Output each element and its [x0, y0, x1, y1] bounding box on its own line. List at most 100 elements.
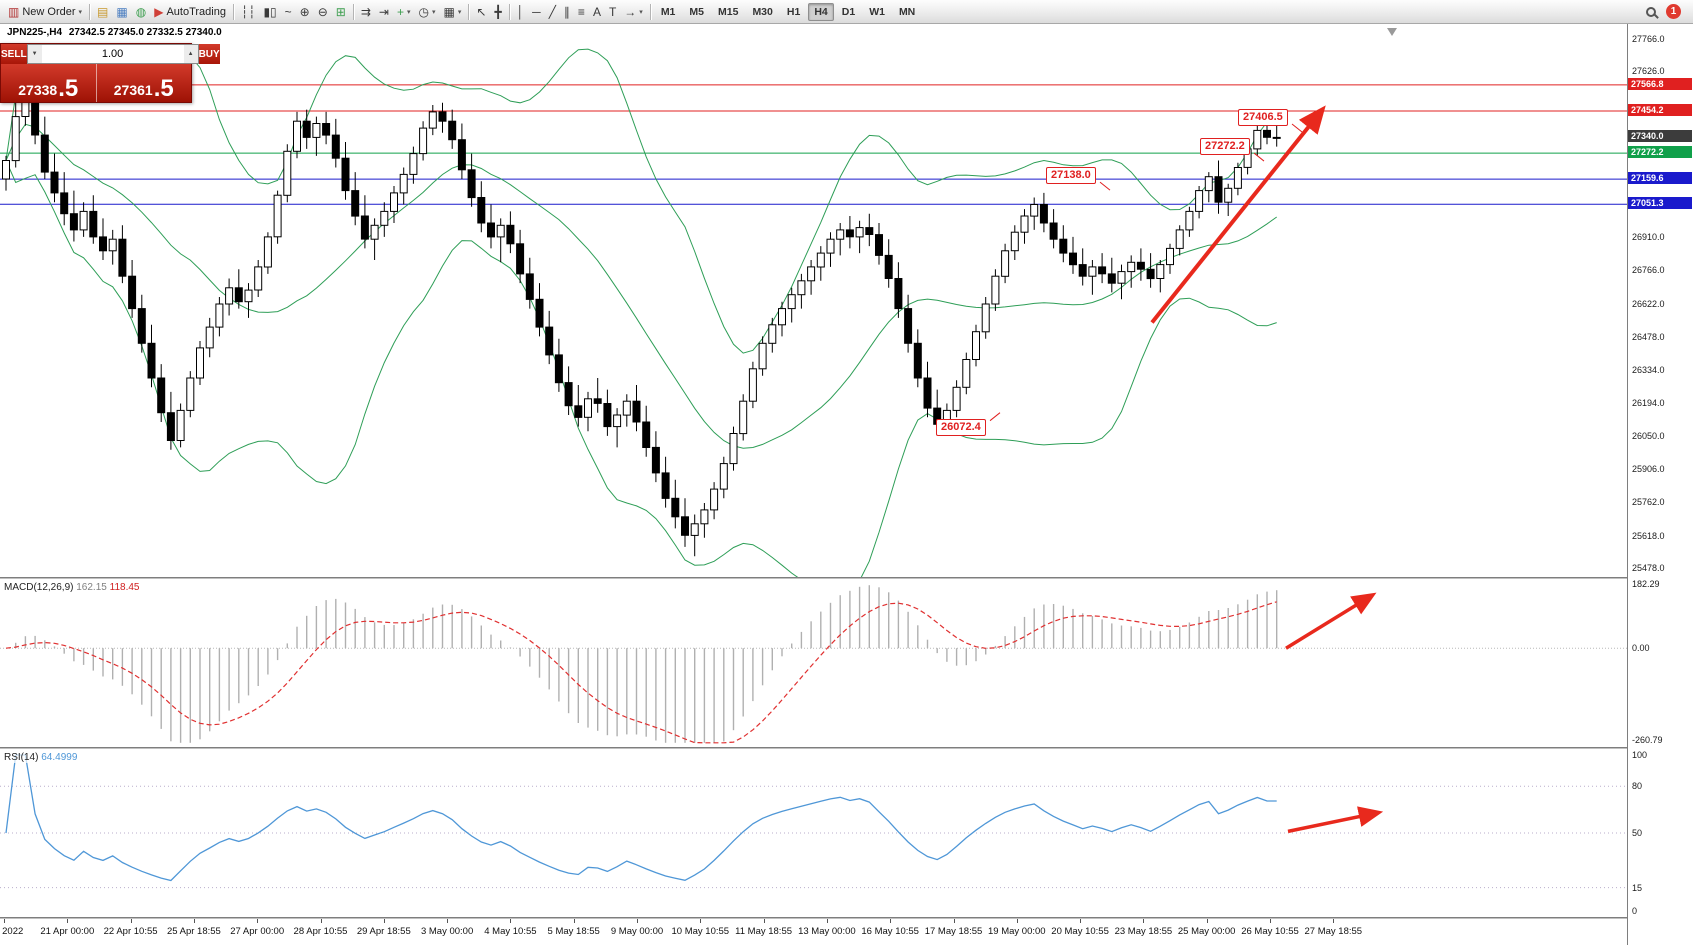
candlestick-chart-canvas[interactable] [0, 24, 1627, 577]
fibonacci-retracement-icon[interactable]: ≡ [574, 4, 589, 20]
volume-increase-button[interactable]: ▲ [183, 45, 198, 63]
time-axis-tick [447, 919, 449, 923]
macd-trend-arrow[interactable] [1285, 592, 1377, 650]
cursor-icon[interactable]: ↖ [472, 4, 490, 20]
text-icon[interactable]: A [589, 4, 605, 20]
timeframe-h4-button[interactable]: H4 [808, 2, 834, 21]
equidistant-channel-icon[interactable]: ∥ [560, 4, 574, 20]
horizontal-line-icon[interactable]: ─ [528, 4, 545, 20]
bar-chart-mode-icon[interactable]: ┆┆ [237, 4, 259, 20]
price-annotation[interactable]: 27138.0 [1046, 167, 1096, 185]
trendline-icon[interactable]: ╱ [545, 4, 560, 20]
bollinger-bands [5, 48, 1278, 577]
periods-icon[interactable]: ◷ ▾ [415, 4, 440, 20]
timeframe-m15-button[interactable]: M15 [718, 5, 739, 18]
price-axis-main[interactable]: 27766.0 27626.0 26910.0 26766.0 26622.0 26478… [1628, 24, 1693, 577]
notification-badge[interactable]: 1 [1666, 4, 1681, 19]
price-annotation[interactable]: 27406.5 [1238, 108, 1288, 126]
new-order-button[interactable]: ▥ New Order ▾ [4, 4, 86, 20]
rsi-chart-canvas[interactable] [0, 749, 1627, 917]
toolbar-separator [232, 3, 234, 20]
indicators-icon[interactable]: + ▾ [393, 4, 415, 20]
indicators-icon: + [396, 4, 404, 19]
line-chart-mode-icon[interactable]: ~ [281, 4, 296, 20]
macd-indicator-panel[interactable]: MACD(12,26,9) 162.15 118.45 [0, 579, 1627, 747]
symbol-timeframe: JPN225-,H4 [7, 27, 63, 38]
macd-name: MACD(12,26,9) [4, 582, 74, 593]
volume-stepper: ▼ ▲ [26, 44, 199, 64]
price-axis-rsi[interactable]: 100 80 50 15 0 [1628, 749, 1693, 917]
chart-shift-icon[interactable]: ⇥ [375, 4, 393, 20]
autotrading-button[interactable]: ▶ AutoTrading [150, 4, 230, 20]
crosshair-icon[interactable]: ╋ [490, 4, 505, 20]
horizontal-level-lines[interactable] [0, 84, 1627, 205]
print-icon[interactable]: ▦ [112, 4, 131, 20]
timeframe-m5-button[interactable]: M5 [689, 5, 704, 18]
buy-button[interactable]: BUY [198, 44, 220, 64]
dropdown-caret-icon: ▾ [457, 8, 462, 16]
price-axis-tick: 27766.0 [1632, 33, 1665, 44]
arrows-objects-icon[interactable]: → ▾ [620, 4, 647, 20]
time-axis-label: 5 May 18:55 [547, 926, 600, 937]
price-annotation[interactable]: 27272.2 [1200, 138, 1250, 156]
volume-decrease-button[interactable]: ▼ [27, 45, 42, 63]
text-label-icon[interactable]: T [605, 4, 620, 20]
time-axis-tick [573, 919, 575, 923]
price-annotation[interactable]: 26072.4 [936, 418, 986, 436]
buy-price[interactable]: 27361.5 [95, 64, 192, 102]
volume-input[interactable] [41, 45, 184, 63]
price-marker: 27159.6 [1628, 172, 1692, 185]
toolbar-separator [508, 3, 510, 20]
price-axis-tick: 26334.0 [1632, 365, 1665, 376]
autotrading-icon: ▶ [154, 4, 164, 19]
rsi-value: 64.4999 [41, 752, 78, 763]
rsi-indicator-panel[interactable]: RSI(14) 64.4999 [0, 749, 1627, 917]
templates-icon[interactable]: ▦ ▾ [440, 4, 466, 20]
trend-arrow[interactable] [1150, 105, 1326, 324]
timeframe-m1-button[interactable]: M1 [660, 5, 676, 18]
deposit-icon[interactable]: ▤ [93, 4, 112, 20]
macd-chart-canvas[interactable] [0, 579, 1627, 747]
time-axis-label: 16 May 10:55 [861, 926, 919, 937]
macd-histogram-value: 162.15 [76, 582, 107, 593]
panel-resize-handle[interactable] [0, 747, 1627, 749]
chart-shift-marker[interactable] [1387, 28, 1397, 36]
time-axis-tick [826, 919, 828, 923]
time-axis-tick [1270, 919, 1271, 923]
text-label-icon: T [608, 4, 617, 19]
time-axis-label: 29 Apr 18:55 [356, 926, 411, 937]
main-price-chart[interactable]: JPN225-,H4 27342.5 27345.0 27332.5 27340… [0, 24, 1627, 577]
zoom-in-icon[interactable]: ⊕ [296, 4, 314, 20]
timeframe-mn-button[interactable]: MN [898, 5, 916, 18]
price-axis-tick: 26050.0 [1632, 430, 1665, 441]
sell-price[interactable]: 27338.5 [1, 64, 96, 102]
trendline-icon: ╱ [548, 4, 556, 19]
search-icon[interactable] [1646, 6, 1656, 17]
price-axis-tick: 25478.0 [1632, 563, 1665, 574]
price-axis[interactable]: 27766.0 27626.0 26910.0 26766.0 26622.0 26478… [1627, 24, 1693, 945]
timeframe-w1-button[interactable]: W1 [869, 5, 885, 18]
time-axis[interactable]: Apr 2022 21 Apr 00:00 22 Apr 10:55 25 Apr 1… [0, 919, 1627, 945]
tile-windows-icon[interactable]: ⊞ [332, 4, 350, 20]
timeframe-m30-button[interactable]: M30 [752, 5, 773, 18]
timeframe-h1-button[interactable]: H1 [786, 5, 801, 18]
time-axis-tick [763, 919, 765, 923]
macd-histogram [14, 585, 1278, 743]
sell-button[interactable]: SELL [1, 44, 27, 64]
metaquotes-community-icon[interactable]: ◍ [132, 4, 150, 20]
zoom-out-icon[interactable]: ⊖ [314, 4, 332, 20]
one-click-trading-panel: SELL ▼ ▲ BUY 27338.5 27361.5 [0, 43, 220, 103]
auto-scroll-icon[interactable]: ⇉ [357, 4, 375, 20]
rsi-trend-arrow[interactable] [1287, 806, 1384, 834]
time-axis-tick [953, 919, 955, 923]
candlestick-mode-icon: ▮▯ [263, 4, 277, 19]
panel-resize-handle[interactable] [0, 917, 1627, 919]
price-axis-macd[interactable]: 182.29 0.00 -260.79 [1628, 579, 1693, 747]
vertical-line-icon[interactable]: │ [513, 4, 529, 20]
panel-resize-handle[interactable] [0, 577, 1627, 579]
timeframe-d1-button[interactable]: D1 [841, 5, 856, 18]
time-axis-tick [383, 919, 385, 923]
candlestick-mode-icon[interactable]: ▮▯ [259, 4, 280, 20]
rsi-axis-tick: 0 [1632, 906, 1638, 916]
